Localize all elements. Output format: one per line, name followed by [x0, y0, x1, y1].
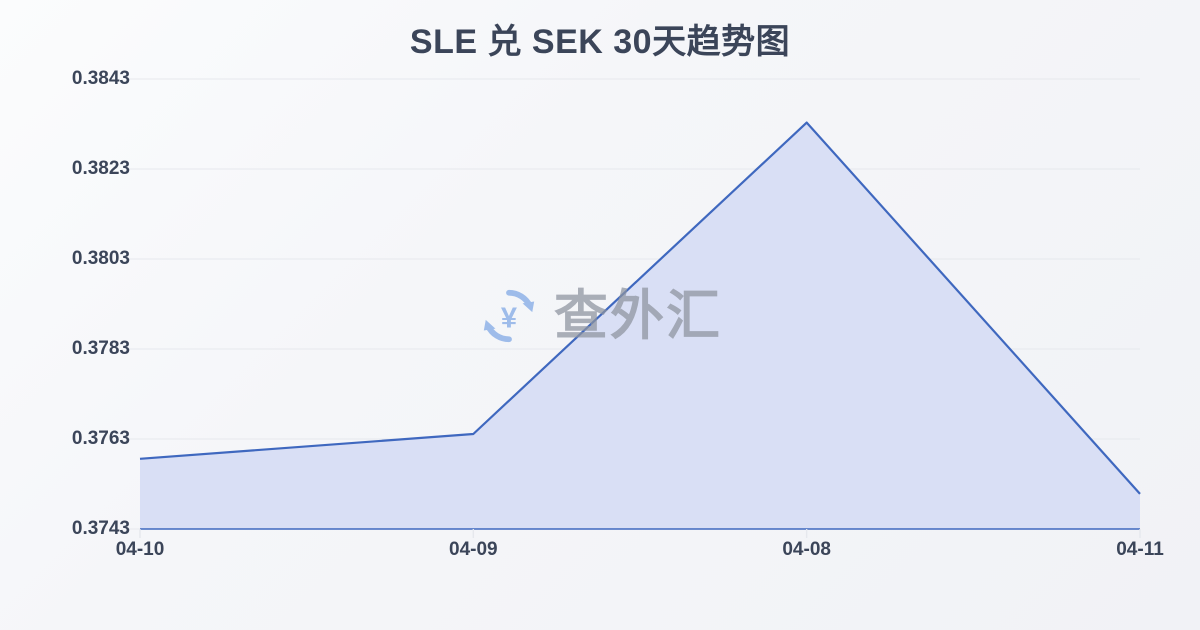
y-axis-label: 0.3843 [71, 68, 130, 89]
y-axis-label: 0.3743 [71, 518, 130, 539]
x-axis-ticks [139, 529, 1141, 538]
line-series [139, 121, 1141, 495]
y-axis-label: 0.3803 [71, 248, 130, 269]
chart-title: SLE 兑 SEK 30天趋势图 [409, 23, 791, 61]
x-axis-label: 04-08 [782, 539, 831, 560]
x-axis-label: 04-10 [115, 539, 165, 560]
y-axis-label: 0.3823 [71, 158, 130, 179]
area-series-fill [140, 122, 1140, 529]
x-axis-label: 04-09 [449, 539, 498, 560]
y-axis-labels: 0.3743 0.3763 0.3783 0.3803 0.3823 0.3843 [0, 0, 130, 630]
y-axis-label: 0.3783 [71, 338, 130, 359]
y-axis-label: 0.3763 [71, 428, 130, 449]
x-axis-label: 04-11 [1116, 539, 1164, 560]
